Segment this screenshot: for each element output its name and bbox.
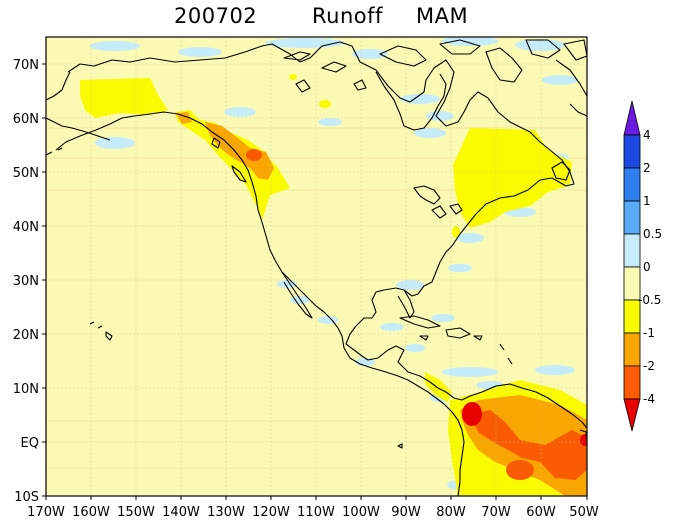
lat-label: 40N	[13, 220, 39, 235]
lon-label: 160W	[72, 505, 110, 520]
longitude-labels: 170W 160W 150W 140W 130W 120W 110W 100W …	[27, 505, 599, 520]
colorbar-label: -1	[643, 326, 655, 340]
runoff-very-strong-negative-patches	[246, 149, 587, 480]
colorbar-label: -0.5	[638, 293, 661, 307]
map-title: 200702 Runoff MAM	[0, 4, 630, 34]
lon-label: 150W	[117, 505, 155, 520]
lat-label: 30N	[13, 274, 39, 289]
lon-label: 140W	[162, 505, 200, 520]
coastlines	[46, 39, 587, 496]
colorbar-top-triangle	[623, 100, 641, 136]
axis-ticks	[42, 63, 588, 500]
runoff-extreme-negative-patches	[462, 402, 587, 446]
coastline-alaska	[46, 71, 111, 141]
coastline-hawaii	[89, 321, 113, 341]
lon-label: 50W	[569, 505, 599, 520]
lon-label: 60W	[526, 505, 556, 520]
lon-label: 80W	[436, 505, 466, 520]
colorbar-label: 0.5	[643, 227, 662, 241]
coastline-newfoundland	[551, 161, 571, 181]
colorbar-labels: 4 2 1 0.5 0 -0.5 -1 -2 -4	[638, 128, 662, 406]
coastline-baja	[281, 271, 313, 319]
colorbar-segment	[623, 332, 641, 367]
coastline-pacific-na	[55, 111, 465, 496]
lon-label: 110W	[297, 505, 335, 520]
colorbar-label: -2	[643, 359, 655, 373]
latitude-labels: 70N 60N 50N 40N 30N 20N 10N EQ 10S	[13, 58, 39, 505]
colorbar-segment	[623, 200, 641, 235]
coastline-florida	[397, 289, 415, 319]
lat-label: EQ	[21, 436, 39, 451]
coastline-greenland	[555, 59, 587, 117]
coastline-arctic-islands	[283, 39, 587, 93]
colorbar-label: 2	[643, 161, 651, 175]
map-field	[46, 37, 587, 496]
colorbar: 4 2 1 0.5 0 -0.5 -1 -2 -4	[623, 100, 662, 432]
lon-label: 100W	[342, 505, 380, 520]
lon-label: 90W	[391, 505, 421, 520]
coastline-north-america	[67, 41, 587, 429]
colorbar-label: 0	[643, 260, 651, 274]
coastline-hudson-bay	[375, 71, 447, 131]
colorbar-segment	[623, 233, 641, 268]
lat-label: 10N	[13, 382, 39, 397]
coastline-caribbean	[399, 315, 513, 365]
lon-label: 70W	[481, 505, 511, 520]
lat-label: 50N	[13, 166, 39, 181]
lat-label: 20N	[13, 328, 39, 343]
colorbar-segment	[623, 365, 641, 400]
colorbar-label: -4	[643, 392, 655, 406]
lon-label: 130W	[207, 505, 245, 520]
colorbar-label: 1	[643, 194, 651, 208]
lat-label: 70N	[13, 58, 39, 73]
lat-label: 60N	[13, 112, 39, 127]
colorbar-segment	[623, 167, 641, 202]
graticule	[46, 37, 587, 496]
title-season: MAM	[416, 4, 469, 28]
colorbar-bottom-triangle	[623, 398, 641, 432]
lon-label: 170W	[27, 505, 65, 520]
lon-label: 120W	[252, 505, 290, 520]
coastline-galapagos	[397, 443, 403, 449]
lat-label: 10S	[14, 490, 39, 505]
title-date: 200702	[174, 4, 258, 28]
coastline-bc-islands	[211, 137, 247, 183]
coastline-great-lakes	[413, 185, 463, 219]
coastline-aleutians	[46, 147, 63, 156]
colorbar-segment	[623, 134, 641, 169]
title-variable: Runoff	[312, 4, 383, 28]
colorbar-label: 4	[643, 128, 651, 142]
